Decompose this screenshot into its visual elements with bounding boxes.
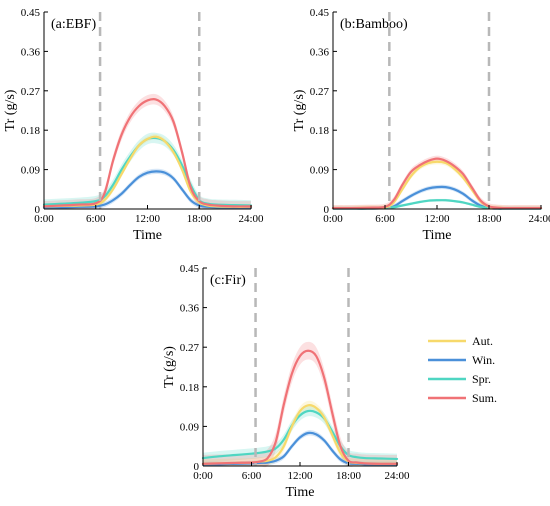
y-tick-label: 0.18	[180, 382, 200, 394]
y-tick-label: 0.36	[180, 303, 200, 315]
x-axis-label: Time	[133, 228, 162, 243]
series-line-spr	[201, 409, 399, 461]
panel-title: (c:Fir)	[210, 273, 246, 288]
x-tick-label: 0:00	[323, 213, 343, 225]
band-spr	[203, 405, 397, 465]
x-tick-label: 6:00	[242, 470, 262, 482]
legend-label-aut: Aut.	[472, 334, 493, 348]
legend-label-sum: Sum.	[472, 391, 497, 405]
panel-title: (a:EBF)	[51, 17, 96, 32]
band-sum	[203, 341, 397, 468]
series-line-sum	[201, 349, 399, 465]
y-axis-label: Tr (g/s)	[162, 346, 177, 388]
y-tick-label: 0	[324, 204, 330, 216]
y-tick-label: 0.45	[310, 7, 330, 19]
y-tick-label: 0.45	[21, 7, 41, 19]
y-tick-label: 0.09	[180, 421, 200, 433]
y-tick-label: 0.09	[310, 165, 330, 177]
x-tick-label: 24:00	[528, 213, 550, 225]
y-tick-label: 0.18	[21, 125, 41, 137]
x-tick-label: 24:00	[384, 470, 410, 482]
y-tick-label: 0	[35, 204, 41, 216]
y-tick-label: 0.27	[310, 86, 330, 98]
x-axis-label: Time	[285, 485, 314, 500]
y-tick-label: 0.36	[21, 46, 41, 58]
band-win	[333, 184, 541, 210]
y-axis-label: Tr (g/s)	[292, 89, 307, 131]
x-tick-label: 18:00	[476, 213, 502, 225]
series-line-win	[42, 170, 253, 209]
y-tick-label: 0	[194, 461, 200, 473]
x-tick-label: 24:00	[238, 213, 264, 225]
band-aut	[333, 159, 541, 210]
y-tick-label: 0.45	[180, 263, 200, 275]
x-tick-label: 12:00	[287, 470, 313, 482]
band-spr	[44, 132, 251, 210]
y-tick-label: 0.36	[310, 46, 330, 58]
y-tick-label: 0.27	[180, 342, 200, 354]
y-axis-label: Tr (g/s)	[3, 89, 18, 131]
panel-ebf: 0 0.09 0.18 0.27 0.36 0.45 0:00 6:00 12:00 18:00 2…	[3, 7, 264, 243]
panel-title: (b:Bamboo)	[340, 17, 408, 32]
legend-label-spr: Spr.	[472, 372, 491, 386]
panel-fir: 0 0.09 0.18 0.27 0.36 0.45 0:00 6:00 12:00 18:00 2…	[162, 263, 410, 500]
x-tick-label: 0:00	[193, 470, 213, 482]
y-tick-label: 0.27	[21, 86, 41, 98]
panel-bamboo: 0 0.09 0.18 0.27 0.36 0.45 0:00 6:00 12:00 18:00 2…	[292, 7, 550, 243]
x-tick-label: 12:00	[424, 213, 450, 225]
y-tick-label: 0.09	[21, 165, 41, 177]
x-axis-label: Time	[422, 228, 451, 243]
x-tick-label: 0:00	[34, 213, 54, 225]
band-aut	[203, 400, 397, 467]
series-line-sum	[42, 98, 253, 208]
x-tick-label: 6:00	[86, 213, 106, 225]
legend-label-win: Win.	[472, 353, 495, 367]
x-tick-label: 18:00	[336, 470, 362, 482]
legend: Aut. Win. Spr. Sum.	[428, 334, 497, 405]
band-sum	[44, 93, 251, 210]
x-tick-label: 18:00	[187, 213, 213, 225]
x-tick-label: 6:00	[375, 213, 395, 225]
series-line-sum	[331, 157, 543, 210]
x-tick-label: 12:00	[135, 213, 161, 225]
y-tick-label: 0.18	[310, 125, 330, 137]
